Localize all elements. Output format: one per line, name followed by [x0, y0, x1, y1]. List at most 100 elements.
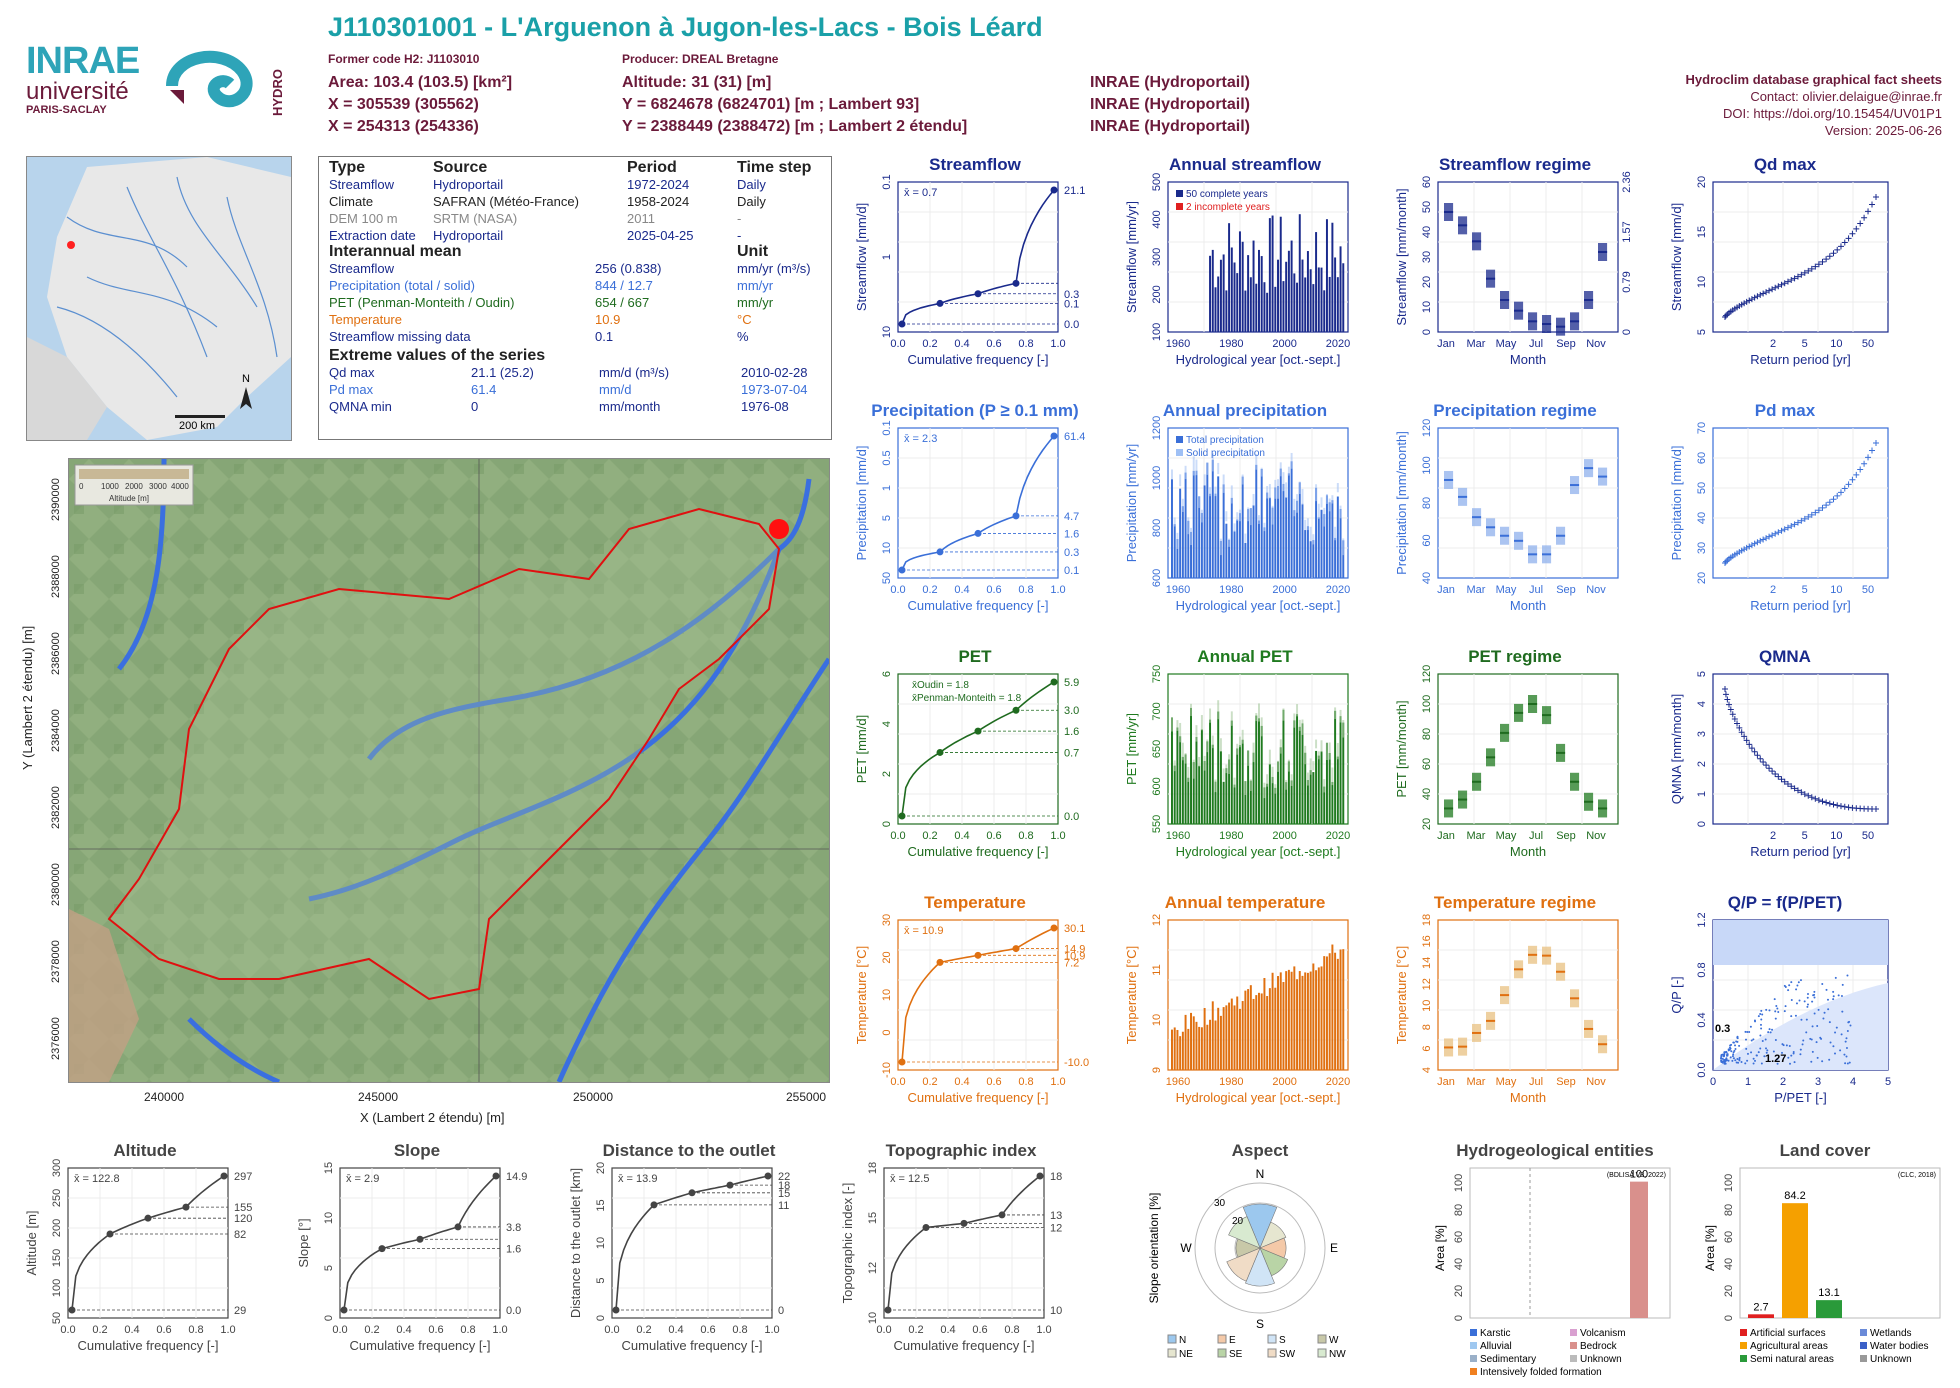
doi-link[interactable]: DOI: https://doi.org/10.15454/UV01P1	[1723, 106, 1942, 121]
qp-point	[1776, 1007, 1779, 1010]
y-tick-label: 20	[1696, 572, 1708, 584]
annual-bar	[1230, 247, 1233, 332]
svg-text:HYDRO: HYDRO	[270, 69, 285, 116]
rp-point	[1841, 239, 1848, 246]
rp-point	[1812, 263, 1819, 270]
chart-pet: PET 5.9 3.0 1.6 0.7 0.0 0 2 4 6 0.0 0.2 0.4 0.6 0.8 1.0…	[850, 644, 1100, 874]
y-tick-label: 0.4	[1696, 1012, 1708, 1027]
x-tick-label: Nov	[1586, 830, 1606, 842]
y-tick-label: 20	[1421, 276, 1433, 288]
x-tick-label: 1980	[1219, 830, 1243, 842]
inrae-logo: INRAE université PARIS-SACLAY	[26, 40, 140, 116]
x-tick-label: May	[1496, 338, 1517, 350]
chart-title: PET	[958, 647, 992, 666]
annual-bar	[1247, 989, 1250, 1070]
annual-bar	[1293, 273, 1296, 332]
legend-swatch	[1176, 190, 1183, 197]
contact[interactable]: Contact: olivier.delaigue@inrae.fr	[1750, 89, 1942, 104]
annual-bar-secondary	[1258, 515, 1260, 525]
annual-bar-secondary	[1181, 498, 1184, 513]
y-tick-label: 9	[1151, 1067, 1163, 1073]
qp-point	[1811, 1000, 1814, 1003]
x-axis-label: Hydrological year [oct.-sept.]	[1176, 844, 1341, 859]
annual-bar-secondary	[1176, 720, 1179, 731]
annual-bar	[1334, 257, 1337, 332]
annual-bar	[1233, 1005, 1236, 1070]
x-tick-label: 5	[1802, 830, 1808, 842]
x-tick-label: May	[1496, 1076, 1517, 1088]
annual-bar	[1228, 1002, 1231, 1070]
x-tick-label: 1.0	[1050, 830, 1065, 842]
annual-bar	[1325, 495, 1328, 578]
database-name: Hydroclim database graphical fact sheets	[1685, 72, 1942, 87]
svg-text:2000: 2000	[125, 482, 143, 491]
y-tick-label: 16	[1421, 935, 1433, 947]
qp-point	[1721, 1057, 1724, 1060]
bar-value-label: 84.2	[1784, 1190, 1805, 1202]
annual-bar	[1247, 255, 1250, 332]
qp-point	[1790, 981, 1793, 984]
x-tick-label: Mar	[1467, 1076, 1486, 1088]
y-tick-label: 0	[595, 1315, 607, 1321]
qp-point	[1832, 998, 1835, 1001]
qp-point	[1732, 1053, 1735, 1056]
y-tick-label: 100	[1151, 323, 1163, 341]
rp-point	[1794, 787, 1801, 794]
annual-bar	[1179, 488, 1182, 578]
y-tick-label: 300	[51, 1159, 63, 1177]
annual-bar-secondary	[1296, 494, 1299, 513]
qp-point	[1802, 1039, 1805, 1042]
x-tick-label: 50	[1862, 338, 1874, 350]
annual-bar	[1222, 1007, 1225, 1070]
annual-bar	[1233, 784, 1236, 824]
x-axis-label: P/PET [-]	[1774, 1090, 1827, 1105]
y-tick-label: 200	[51, 1219, 63, 1237]
x-tick-label: 0.0	[890, 584, 905, 596]
x-tick-label: 0.0	[890, 1076, 905, 1088]
legend-entry: NW	[1329, 1349, 1346, 1360]
annual-bar	[1268, 218, 1271, 332]
x-tick-label: 0.4	[954, 830, 969, 842]
annual-bar	[1317, 967, 1320, 1070]
qp-point	[1722, 1055, 1725, 1058]
annual-bar	[1266, 292, 1269, 332]
annual-bar	[1285, 782, 1288, 824]
y-tick-label: 120	[1421, 419, 1433, 437]
source-1: INRAE (Hydroportail)	[1090, 74, 1250, 91]
rp-point	[1778, 527, 1785, 534]
y-axis-label: Slope [°]	[296, 1218, 311, 1267]
annual-bar-secondary	[1238, 736, 1241, 748]
qp-point	[1765, 1008, 1768, 1011]
qp-point	[1832, 990, 1835, 993]
right-tick-label: 13	[1050, 1210, 1062, 1222]
x-tick-label: 1960	[1166, 830, 1190, 842]
chart-annual_temperature: Annual temperature 9 10 11 12 1960 1980 2000 202…	[1120, 890, 1370, 1120]
legend-swatch	[1470, 1329, 1477, 1336]
annual-bar	[1230, 497, 1233, 578]
qp-point	[1840, 1033, 1843, 1036]
annual-bar	[1285, 261, 1288, 332]
chart-aspect: Aspect N E S W 20 30 Slope orientation [%] N E S W N…	[1140, 1138, 1380, 1378]
x-tick-label: 0.2	[636, 1324, 651, 1336]
rp-point	[1801, 791, 1808, 798]
right-tick-label: 15	[778, 1188, 790, 1200]
right-tick-label: 22	[778, 1171, 790, 1183]
annual-bar	[1331, 944, 1334, 1070]
x-tick-label: 2020	[1326, 830, 1350, 842]
x-tick-label: 0.6	[986, 1076, 1001, 1088]
annual-bar	[1222, 781, 1225, 824]
legend-swatch	[1860, 1329, 1867, 1336]
annual-bar	[1176, 727, 1179, 824]
qp-point	[1849, 1024, 1852, 1027]
annual-bar-secondary	[1184, 753, 1187, 764]
legend-entry: x̄Oudin = 1.8	[912, 680, 969, 691]
annual-bar	[1230, 720, 1233, 824]
x-tick-label: Mar	[1467, 830, 1486, 842]
annual-bar	[1336, 496, 1339, 578]
qp-point	[1798, 999, 1801, 1002]
x-tick-label: 0.0	[60, 1324, 75, 1336]
annual-bar-secondary	[1342, 720, 1345, 738]
legend-entry: W	[1329, 1335, 1339, 1346]
qp-point	[1769, 1031, 1772, 1034]
annual-bar	[1260, 256, 1263, 332]
